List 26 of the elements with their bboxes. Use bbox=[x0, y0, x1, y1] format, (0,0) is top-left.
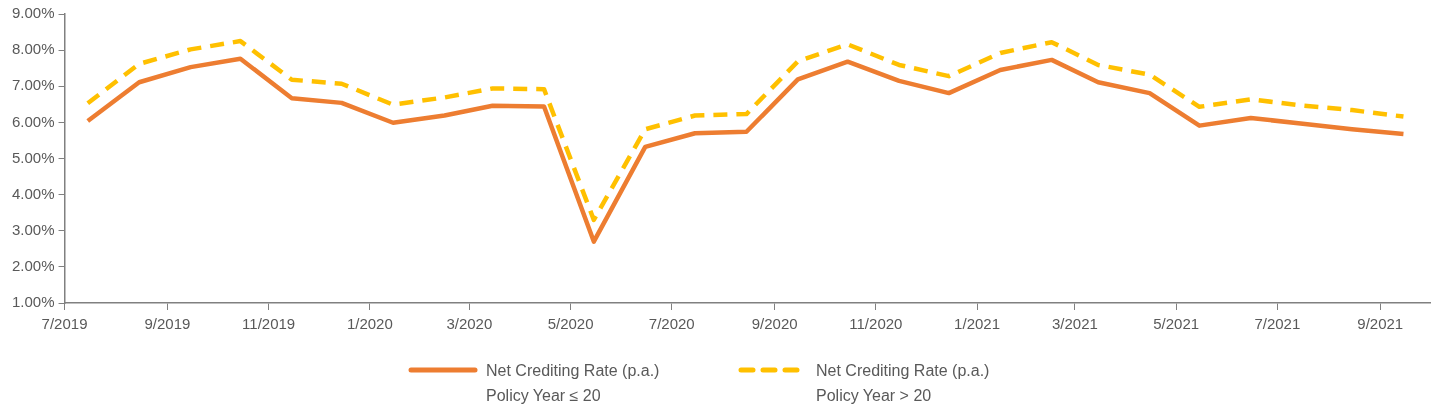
y-tick-label: 2.00% bbox=[11, 257, 55, 275]
x-tick-label: 9/2020 bbox=[751, 315, 798, 333]
y-tick-label: 9.00% bbox=[11, 4, 55, 22]
line-series bbox=[85, 38, 1406, 223]
x-tick-label: 5/2021 bbox=[1153, 315, 1200, 333]
x-tick-label: 11/2020 bbox=[849, 315, 903, 333]
y-tick-label: 3.00% bbox=[11, 220, 55, 238]
y-tick-label: 4.00% bbox=[11, 184, 55, 202]
x-tick-label: 1/2021 bbox=[954, 315, 1000, 333]
y-tick-label: 7.00% bbox=[11, 76, 55, 94]
x-tick-label: 9/2021 bbox=[1357, 315, 1404, 333]
x-tick-label: 3/2021 bbox=[1052, 315, 1098, 333]
y-tick-label: 1.00% bbox=[11, 293, 55, 311]
y-tick-label: 5.00% bbox=[11, 148, 55, 166]
y-tick-label: 8.00% bbox=[11, 40, 55, 58]
legend-label: Net Crediting Rate (p.a.) Policy Year ≤ 20 bbox=[486, 361, 661, 406]
x-tick-label: 9/2019 bbox=[144, 315, 191, 333]
x-tick-label: 1/2020 bbox=[346, 315, 393, 333]
x-tick-label: 5/2020 bbox=[547, 315, 594, 333]
y-tick-label: 6.00% bbox=[11, 112, 55, 130]
legend-label: Net Crediting Rate (p.a.) Policy Year > 20 bbox=[816, 361, 991, 406]
x-tick-label: 3/2020 bbox=[446, 315, 493, 333]
x-tick-label: 7/2020 bbox=[648, 315, 695, 333]
x-tick-label: 11/2019 bbox=[242, 315, 296, 333]
x-tick-label: 7/2021 bbox=[1254, 315, 1301, 333]
x-tick-label: 7/2019 bbox=[41, 315, 88, 333]
